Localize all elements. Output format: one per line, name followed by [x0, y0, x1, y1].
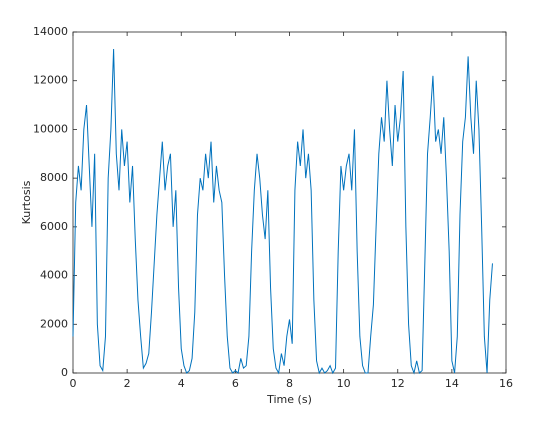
y-tick-label: 0 [61, 366, 68, 379]
y-tick-label: 4000 [40, 269, 68, 282]
y-tick-label: 8000 [40, 171, 68, 184]
x-tick-label: 12 [391, 377, 405, 390]
x-tick-label: 8 [286, 377, 293, 390]
x-tick-label: 2 [124, 377, 131, 390]
y-tick-label: 12000 [33, 74, 68, 87]
y-tick-label: 2000 [40, 317, 68, 330]
x-axis-label: Time (s) [266, 393, 312, 406]
x-tick-label: 14 [445, 377, 459, 390]
y-axis-label: Kurtosis [20, 180, 33, 224]
y-tick-label: 6000 [40, 220, 68, 233]
x-tick-label: 10 [337, 377, 351, 390]
y-tick-label: 10000 [33, 122, 68, 135]
data-line [72, 49, 493, 375]
x-tick-label: 4 [178, 377, 185, 390]
x-tick-label: 6 [232, 377, 239, 390]
x-tick-label: 0 [70, 377, 77, 390]
x-tick-label: 16 [499, 377, 513, 390]
y-tick-label: 14000 [33, 25, 68, 38]
